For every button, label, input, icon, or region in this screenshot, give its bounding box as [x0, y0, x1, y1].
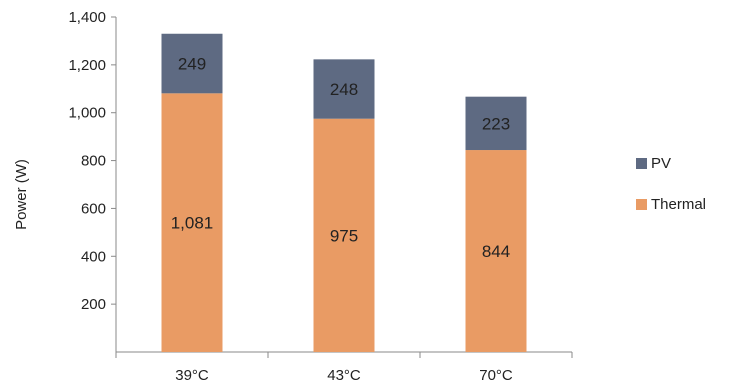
data-labels: 1,081 249 975 248 844 223 — [171, 55, 510, 261]
thermal-data-label: 975 — [330, 226, 358, 245]
y-tick-label: 1,000 — [68, 105, 106, 122]
thermal-bar — [465, 150, 527, 352]
y-tick-label: 800 — [81, 153, 106, 170]
y-axis-title: Power (W) — [13, 159, 30, 230]
y-tick-label: 600 — [81, 200, 106, 217]
thermal-data-label: 844 — [482, 242, 510, 261]
thermal-bar — [161, 93, 223, 352]
pv-legend-swatch — [636, 158, 647, 169]
thermal-legend-swatch — [636, 199, 647, 210]
x-axis: 39°C 43°C 70°C — [115, 351, 573, 384]
pv-legend-label: PV — [651, 155, 671, 172]
pv-data-label: 249 — [178, 55, 206, 74]
y-tick-label: 400 — [81, 248, 106, 265]
y-tick-label: 1,400 — [68, 9, 106, 26]
y-tick-label: 1,200 — [68, 57, 106, 74]
thermal-legend-label: Thermal — [651, 196, 706, 213]
bars — [161, 33, 527, 352]
x-tick-label: 43°C — [327, 367, 361, 384]
legend: PV Thermal — [636, 155, 706, 213]
pv-data-label: 248 — [330, 80, 358, 99]
pv-data-label: 223 — [482, 114, 510, 133]
pv-bar — [313, 59, 375, 119]
pv-bar — [465, 96, 527, 151]
pv-bar — [161, 33, 223, 94]
x-tick-label: 39°C — [175, 367, 209, 384]
y-axis: 200 400 600 800 1,000 1,200 1,400 — [68, 9, 117, 352]
thermal-bar — [313, 118, 375, 352]
x-tick-label: 70°C — [479, 367, 513, 384]
thermal-data-label: 1,081 — [171, 214, 214, 233]
y-tick-label: 200 — [81, 296, 106, 313]
